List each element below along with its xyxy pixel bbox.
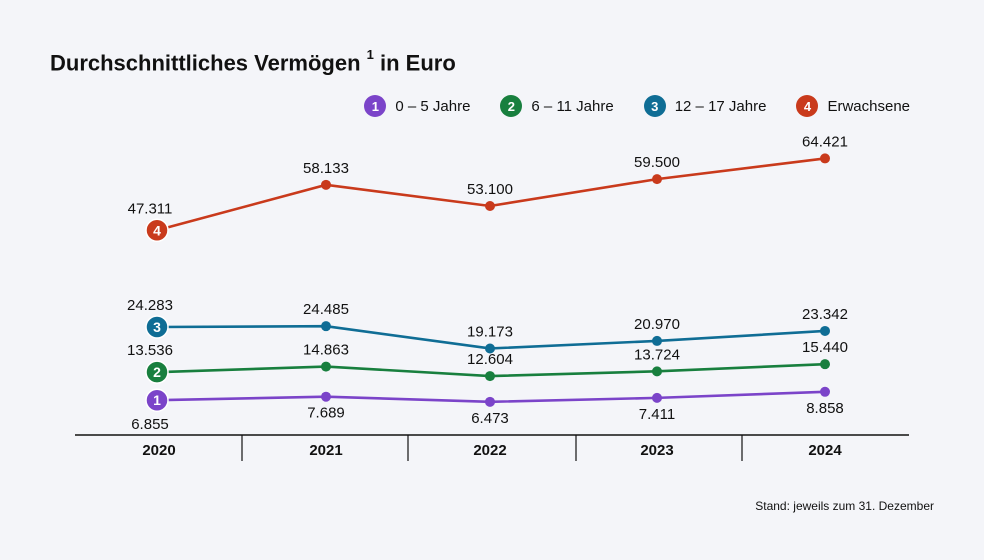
- data-label: 13.536: [127, 342, 173, 359]
- series-badge-number: 3: [153, 319, 161, 335]
- data-label: 53.100: [467, 181, 513, 198]
- data-label: 23.342: [802, 306, 848, 323]
- data-label: 24.283: [127, 297, 173, 314]
- series-start-badge: [145, 218, 169, 243]
- x-tick-label: 2023: [640, 442, 673, 459]
- legend-label: Erwachsene: [827, 97, 910, 115]
- data-label: 8.858: [806, 400, 844, 417]
- data-label: 6.473: [471, 410, 509, 427]
- x-tick-label: 2022: [473, 442, 506, 459]
- x-tick-label: 2020: [142, 442, 175, 459]
- data-label: 19.173: [467, 323, 513, 340]
- series-badge-number: 1: [153, 392, 161, 408]
- data-label: 20.970: [634, 316, 680, 333]
- data-point: [321, 361, 331, 372]
- data-point: [485, 343, 495, 354]
- data-point: [485, 371, 495, 382]
- data-label: 14.863: [303, 342, 349, 359]
- legend-item-1: 1 0 – 5 Jahre: [364, 95, 470, 117]
- data-label: 13.724: [634, 346, 680, 363]
- legend-item-3: 3 12 – 17 Jahre: [643, 95, 767, 117]
- data-label: 7.689: [307, 405, 345, 422]
- legend-badge: 1: [364, 95, 387, 117]
- footnote: Stand: jeweils zum 31. Dezember: [755, 499, 934, 513]
- legend-label: 0 – 5 Jahre: [395, 97, 471, 115]
- legend-item-4: 4 Erwachsene: [796, 95, 910, 117]
- data-point: [820, 359, 830, 370]
- series-start-badge: [145, 360, 169, 384]
- title-suffix: in Euro: [380, 50, 456, 76]
- legend-item-2: 2 6 – 11 Jahre: [500, 95, 614, 117]
- x-tick-label: 2021: [309, 442, 342, 459]
- legend-badge: 2: [500, 95, 523, 117]
- data-point: [321, 391, 331, 402]
- data-point: [820, 153, 830, 164]
- data-point: [652, 174, 662, 185]
- data-label: 12.604: [467, 351, 513, 368]
- data-point: [652, 366, 662, 377]
- series-start-badge: [145, 388, 169, 412]
- data-point: [485, 396, 495, 407]
- series-badge-number: 2: [153, 364, 161, 380]
- legend-label: 12 – 17 Jahre: [674, 97, 767, 115]
- data-label: 47.311: [128, 200, 173, 217]
- legend-badge: 3: [643, 95, 666, 117]
- title-footnote: 1: [366, 47, 374, 62]
- legend-label: 6 – 11 Jahre: [531, 97, 614, 115]
- data-point: [321, 321, 331, 332]
- legend: 1 0 – 5 Jahre 2 6 – 11 Jahre 3 12 – 17 Jahr…: [364, 95, 910, 117]
- chart-title: Durchschnittliches Vermögen 1 in Euro: [50, 47, 456, 76]
- data-label: 7.411: [639, 406, 675, 423]
- data-point: [652, 335, 662, 346]
- data-label: 64.421: [802, 133, 848, 150]
- data-label: 59.500: [634, 154, 680, 171]
- title-text: Durchschnittliches Vermögen: [50, 50, 361, 76]
- legend-badge: 4: [796, 95, 819, 117]
- data-point: [820, 386, 830, 397]
- data-point: [652, 392, 662, 403]
- data-point: [485, 200, 495, 211]
- data-label: 24.485: [303, 301, 349, 318]
- data-label: 58.133: [303, 160, 349, 177]
- data-label: 15.440: [802, 339, 848, 356]
- x-tick-label: 2024: [808, 442, 842, 459]
- data-label: 6.855: [131, 416, 169, 433]
- series-badge-number: 4: [153, 222, 161, 238]
- data-point: [321, 179, 331, 190]
- data-point: [820, 325, 830, 336]
- series-start-badge: [145, 315, 169, 339]
